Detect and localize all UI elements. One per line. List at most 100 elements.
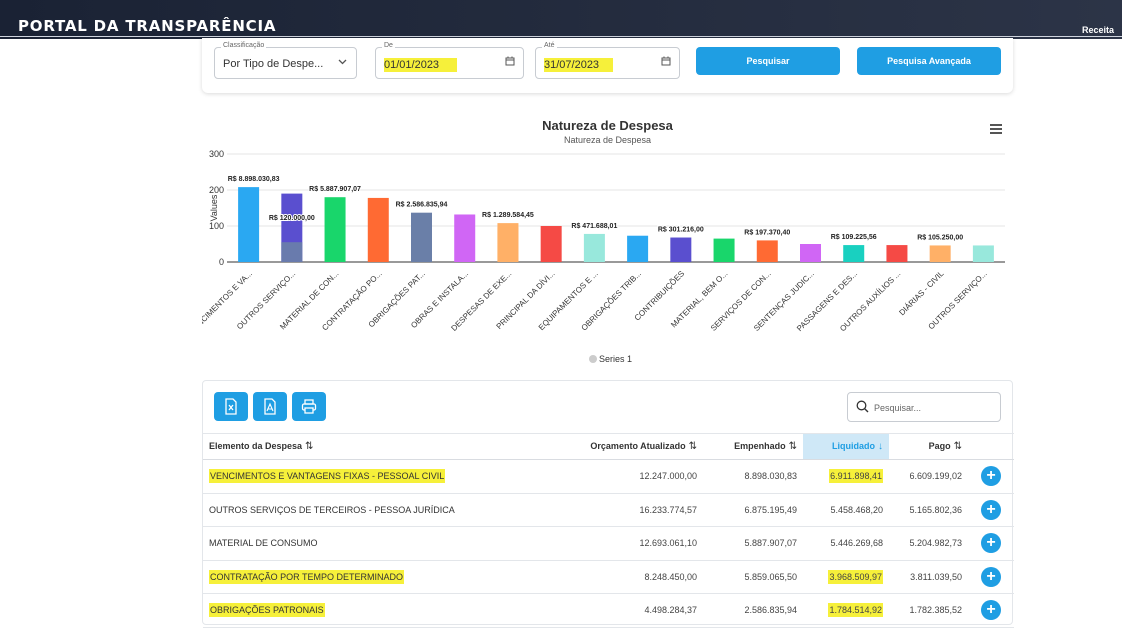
expand-row-button[interactable]: + [981,466,1001,487]
table-row: CONTRATAÇÃO POR TEMPO DETERMINADO 8.248.4… [203,560,1014,594]
bar [454,214,476,262]
bar [886,245,908,262]
chart-title: Natureza de Despesa [542,118,673,133]
expand-row-button[interactable]: + [981,499,1001,520]
cell-text: VENCIMENTOS E VANTAGENS FIXAS - PESSOAL … [209,469,446,484]
cell-text: 1.782.385,52 [909,605,962,616]
cell-text: 5.446.269,68 [830,538,883,549]
row-actions: + [968,493,1014,527]
cell-text: 5.165.802,36 [909,504,962,515]
date-to-value: 31/07/2023 [544,58,614,72]
print-icon [301,399,317,414]
date-from-label: De [382,42,395,49]
date-to-label: Até [542,42,557,49]
legend-entry: Series 1 [599,354,632,364]
data-label: R$ 471.688,01 [571,223,617,230]
bar [756,240,778,262]
col-header-liquidado[interactable]: Liquidado ↓ [803,433,889,460]
col-label: Liquidado [832,441,875,451]
row-empenhado: 2.586.835,94 [703,593,803,628]
date-to-field[interactable]: Até 31/07/2023 [535,42,680,79]
cell-text: 3.968.509,97 [828,569,883,584]
chart-subtitle: Natureza de Despesa [563,135,652,145]
cell-text: 8.898.030,83 [744,471,797,482]
pdf-icon [264,398,276,415]
bar [800,244,821,262]
y-tick-label: 200 [209,185,224,195]
bar [367,197,389,262]
row-pago: 6.609.199,02 [889,459,968,494]
expand-row-button[interactable]: + [981,566,1001,587]
row-liquidado: 5.446.269,68 [803,526,889,561]
data-label: R$ 2.586.835,94 [396,202,448,209]
data-label: R$ 109.225,56 [831,234,877,241]
portal-title[interactable]: PORTAL DA TRANSPARÊNCIA [18,17,277,35]
table-search[interactable] [847,392,1001,422]
data-label: R$ 8.898.030,83 [228,176,280,183]
sort-icon: ⇅ [953,441,962,452]
col-label: Empenhado [734,441,786,451]
y-axis-label: Values [209,194,219,221]
data-label: R$ 301.216,00 [658,227,704,234]
export-pdf-button[interactable] [253,392,287,421]
filter-panel: Classificação Por Tipo de Despe... De 01… [202,38,1013,93]
expense-table-card: Elemento da Despesa⇅ Orçamento Atualizad… [202,380,1014,628]
col-header-elemento[interactable]: Elemento da Despesa ⇅ [203,433,533,460]
expand-row-button[interactable]: + [981,600,1001,621]
table-row: MATERIAL DE CONSUMO 12.693.061,10 5.887.90… [203,526,1014,561]
table-row: OBRIGAÇÕES PATRONAIS 4.498.284,37 2.586.83… [203,593,1014,628]
table-body: VENCIMENTOS E VANTAGENS FIXAS - PESSOAL … [203,459,1014,628]
cell-text: OBRIGAÇÕES PATRONAIS [209,603,325,618]
row-orcamento: 12.693.061,10 [533,526,703,561]
col-header-orcamento[interactable]: Orçamento Atualizado ⇅ [533,433,703,460]
bar [929,245,951,262]
search-button[interactable]: Pesquisar [696,47,840,75]
y-tick-label: 100 [209,221,224,231]
cell-text: 5.458.468,20 [830,504,883,515]
legend-marker [589,355,597,363]
date-from-value: 01/01/2023 [384,58,458,72]
row-elemento: VENCIMENTOS E VANTAGENS FIXAS - PESSOAL … [203,459,533,494]
classification-value: Por Tipo de Despe... [223,58,324,70]
search-input[interactable] [874,400,994,415]
row-pago: 3.811.039,50 [889,560,968,594]
row-actions: + [968,560,1014,594]
advanced-search-button[interactable]: Pesquisa Avançada [857,47,1001,75]
row-pago: 1.782.385,52 [889,593,968,628]
classification-select[interactable]: Classificação Por Tipo de Despe... [214,42,357,79]
hamburger-menu-icon[interactable] [990,124,1002,134]
calendar-icon[interactable] [505,56,515,69]
row-elemento: OUTROS SERVIÇOS DE TERCEIROS - PESSOA JU… [203,493,533,527]
classification-label: Classificação [221,42,267,49]
bar-overlay [281,242,303,262]
row-liquidado: 6.911.898,41 [803,459,889,494]
cell-text: 1.784.514,92 [828,603,883,618]
bar [713,238,735,262]
date-from-field[interactable]: De 01/01/2023 [375,42,524,79]
sort-desc-icon: ↓ [878,441,883,452]
col-header-empenhado[interactable]: Empenhado ⇅ [703,433,803,460]
data-label: R$ 1.289.584,45 [482,212,534,219]
cell-text: MATERIAL DE CONSUMO [209,538,318,549]
row-empenhado: 5.859.065,50 [703,560,803,594]
expand-row-button[interactable]: + [981,533,1001,554]
row-orcamento: 4.498.284,37 [533,593,703,628]
cell-text: 5.204.982,73 [909,538,962,549]
nav-receita-link[interactable]: Receita [1081,25,1114,35]
calendar-icon[interactable] [661,56,671,69]
sort-icon: ⇅ [788,441,797,452]
data-label: R$ 105.250,00 [917,234,963,241]
bar [540,226,562,262]
col-header-pago[interactable]: Pago ⇅ [889,433,968,460]
x-tick-label: DIÁRIAS - CIVIL [897,269,946,318]
cell-text: 5.859.065,50 [744,571,797,582]
export-excel-button[interactable] [214,392,248,421]
cell-text: 4.498.284,37 [644,605,697,616]
bar [670,237,692,262]
print-button[interactable] [292,392,326,421]
cell-text: 3.811.039,50 [910,571,962,582]
cell-text: 8.248.450,00 [644,571,697,582]
bar-overlay [497,227,519,262]
bar [411,212,432,262]
